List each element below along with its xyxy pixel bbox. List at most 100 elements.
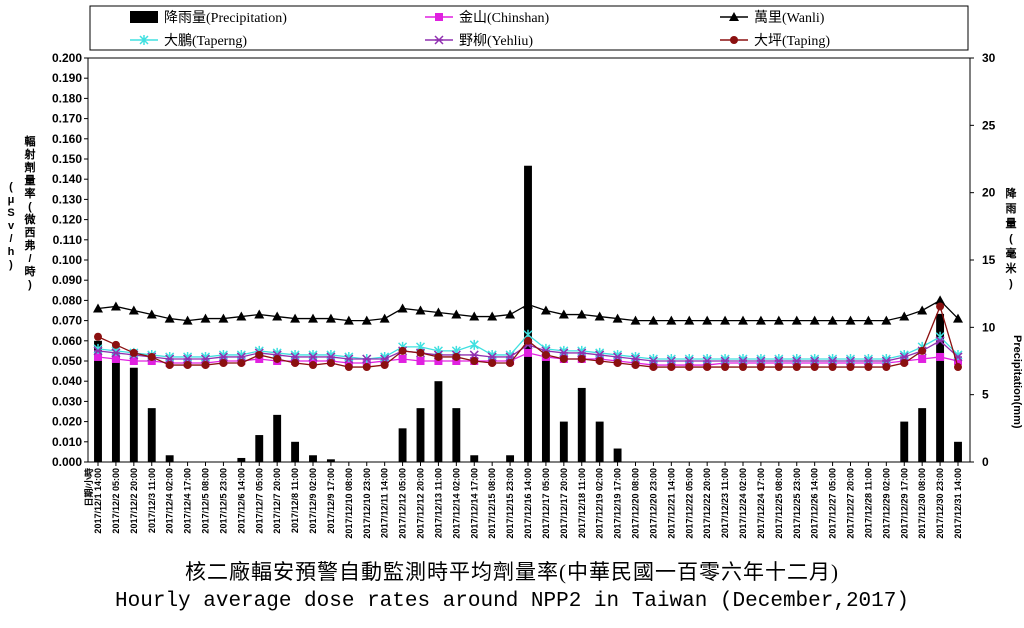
data-point-marker <box>702 315 713 325</box>
y-axis-label-char: 率 <box>25 186 36 200</box>
y-tick-label-left: 0.020 <box>52 415 82 429</box>
legend-label: 大鵬(Taperng) <box>164 33 247 49</box>
x-tick-label-first: 日期/小時 <box>83 468 94 507</box>
precipitation-bar <box>237 457 246 462</box>
y-tick-label-left: 0.030 <box>52 394 82 408</box>
x-tick-label: 2017/12/10 23:00 <box>362 468 372 539</box>
data-point-marker <box>398 354 407 363</box>
precipitation-bar <box>273 414 282 462</box>
legend: 降雨量(Precipitation) 金山(Chinshan) 萬里(Wanli) 大… <box>130 10 830 49</box>
series-circle <box>94 302 962 372</box>
data-point-marker <box>183 354 193 364</box>
data-point-marker <box>703 363 712 372</box>
data-point-marker <box>685 363 694 372</box>
data-point-marker <box>595 350 605 360</box>
data-point-marker <box>290 352 300 362</box>
data-point-marker <box>451 309 462 319</box>
x-tick-label: 2017/12/7 05:00 <box>254 468 264 534</box>
legend-item: 降雨量(Precipitation) <box>130 10 287 26</box>
x-tick-label: 2017/12/29 02:00 <box>881 468 891 539</box>
y-tick-label-left: 0.180 <box>52 91 82 105</box>
data-point-marker <box>739 363 747 372</box>
data-point-marker <box>809 315 820 325</box>
legend-item: 萬里(Wanli) <box>720 10 825 26</box>
precipitation-bar <box>470 455 479 462</box>
legend-item: 大鵬(Taperng) <box>130 33 247 49</box>
data-point-marker <box>792 363 801 372</box>
x-tick-label: 2017/12/2 20:00 <box>129 468 139 534</box>
data-point-marker <box>506 359 515 368</box>
data-point-marker <box>845 356 856 366</box>
y-tick-label-left: 0.130 <box>52 192 82 206</box>
data-point-marker <box>630 354 641 364</box>
x-tick-label: 2017/12/16 14:00 <box>523 468 533 539</box>
data-point-marker <box>273 354 282 363</box>
data-point-marker <box>435 13 443 21</box>
data-point-marker <box>541 350 550 359</box>
data-point-marker <box>649 363 658 372</box>
x-tick-label: 2017/12/11 14:00 <box>380 468 390 538</box>
data-point-marker <box>730 36 738 44</box>
x-tick-label: 2017/12/30 08:00 <box>917 468 927 539</box>
x-tick-label: 2017/12/14 02:00 <box>451 468 461 539</box>
legend-label: 大坪(Taping) <box>754 33 830 49</box>
x-tick-label: 2017/12/20 08:00 <box>631 468 641 539</box>
data-point-marker <box>219 359 228 368</box>
right-axis: 0 5 10 15 20 25 30 <box>970 51 996 469</box>
y-axis-label-char: 米 <box>1005 261 1018 275</box>
y-tick-label-left: 0.050 <box>52 354 82 368</box>
data-point-marker <box>416 348 425 357</box>
y-tick-label-left: 0.150 <box>52 152 82 166</box>
chart-caption-chinese: 核二廠輻安預警自動監測時平均劑量率(中華民國一百零六年十二月) <box>185 560 839 584</box>
y-axis-label-char: 毫 <box>1006 246 1017 260</box>
data-point-marker <box>434 357 443 365</box>
data-point-marker <box>558 309 569 319</box>
data-point-marker <box>129 357 138 365</box>
x-tick-label: 2017/12/19 17:00 <box>613 468 623 539</box>
precipitation-bar <box>94 340 102 462</box>
data-point-marker <box>200 354 211 364</box>
data-point-marker <box>343 315 354 325</box>
data-point-marker <box>630 315 641 325</box>
data-point-marker <box>128 305 139 315</box>
data-point-marker <box>881 315 892 325</box>
data-point-marker <box>721 363 730 372</box>
x-tick-label: 2017/12/30 23:00 <box>935 468 945 539</box>
x-tick-label: 2017/12/24 02:00 <box>738 468 748 539</box>
data-point-marker <box>935 336 945 346</box>
x-tick-label: 2017/12/23 11:00 <box>720 468 730 538</box>
data-point-marker <box>935 295 946 305</box>
data-point-marker <box>308 313 318 323</box>
data-point-marker <box>236 352 246 362</box>
y-axis-label-char: 降 <box>1006 186 1018 200</box>
data-point-marker <box>648 315 659 325</box>
precipitation-bar <box>936 313 945 462</box>
y-axis-label-char: ( <box>1009 233 1013 245</box>
data-point-marker <box>380 354 390 364</box>
data-point-marker <box>415 305 426 315</box>
data-point-marker <box>666 356 676 366</box>
y-axis-label-right: 降雨量 (毫米) Precipitation(mm) <box>1005 186 1024 429</box>
data-point-marker <box>309 361 317 370</box>
data-point-marker <box>94 352 102 361</box>
precipitation-bar <box>416 408 425 462</box>
left-axis: 0.000 0.010 0.020 0.030 0.040 0.050 0.060 0.070… <box>52 51 88 469</box>
data-point-marker <box>183 361 192 370</box>
data-point-marker <box>900 359 909 368</box>
legend-label: 金山(Chinshan) <box>459 10 550 26</box>
data-point-marker <box>469 350 479 360</box>
x-tick-label: 2017/12/19 02:00 <box>595 468 605 539</box>
y-axis-label-char: 量 <box>25 174 36 187</box>
precipitation-bar <box>291 441 300 462</box>
x-tick-label: 2017/12/15 23:00 <box>505 468 515 539</box>
precipitation-bar <box>918 408 927 462</box>
y-axis-label-right-english: Precipitation(mm) <box>1011 335 1023 429</box>
data-point-marker <box>379 313 390 323</box>
y-axis-label-char: 劑 <box>24 160 36 174</box>
y-tick-label-left: 0.070 <box>52 314 82 328</box>
data-point-marker <box>488 359 497 368</box>
data-point-marker <box>917 305 928 315</box>
data-point-marker <box>755 315 766 325</box>
y-tick-label-left: 0.000 <box>52 455 82 469</box>
data-point-marker <box>272 311 283 321</box>
